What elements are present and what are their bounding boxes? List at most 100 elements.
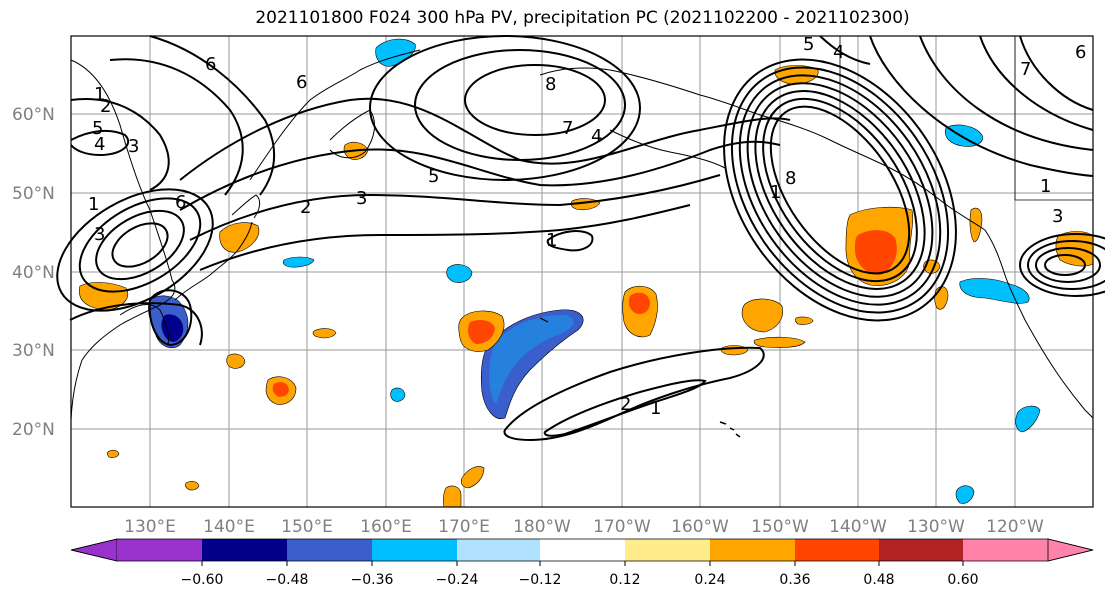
lat-label: 40°N (12, 263, 55, 283)
colorbar-swatch (457, 539, 540, 561)
contour-label: 3 (356, 188, 367, 209)
contour-label: 2 (100, 96, 111, 117)
lon-label: 160°E (360, 517, 412, 537)
map-frame (70, 35, 1094, 508)
contour-label: 4 (94, 134, 105, 155)
chart-title: 2021101800 F024 300 hPa PV, precipitatio… (255, 8, 910, 28)
precip-negative-region (282, 256, 315, 268)
colorbar-tick-label: −0.12 (519, 572, 562, 588)
colorbar-tick-label: 0.12 (609, 572, 640, 588)
contour-label: 1 (546, 230, 557, 251)
precip-positive-region (107, 449, 120, 458)
contour-label: 6 (1075, 42, 1086, 63)
precip-positive-region (969, 207, 983, 243)
pv-contour (1044, 254, 1086, 276)
precip-positive-region (795, 316, 814, 325)
precip-negative-region (955, 485, 975, 504)
pv-contour (738, 74, 942, 306)
lon-label: 170°E (438, 517, 490, 537)
contour-labels: 1 2 5 4 3 1 3 6 6 6 2 3 5 8 7 4 1 2 1 1 … (88, 34, 1086, 419)
kamchatka-peninsula (329, 109, 376, 159)
pv-contour (546, 230, 594, 252)
pv-contour (769, 105, 911, 275)
hokkaido-coastline (231, 194, 261, 219)
contour-label: 3 (128, 136, 139, 157)
contour-label: 4 (591, 126, 602, 147)
contour-label: 4 (833, 42, 844, 63)
coastlines (70, 36, 1094, 438)
precip-positive-region (753, 336, 806, 348)
colorbar-swatch (540, 539, 625, 561)
pv-contour (1035, 247, 1101, 283)
kamchatka-coastline (249, 49, 421, 181)
colorbar-swatch (117, 539, 202, 561)
pv-contour (149, 35, 276, 196)
colorbar-tick-label: −0.24 (436, 572, 479, 588)
colorbar-swatch (879, 539, 963, 561)
pv-contour (730, 66, 950, 314)
colorbar-swatch (710, 539, 795, 561)
pv-contour (95, 209, 185, 281)
contour-label: 5 (92, 118, 103, 139)
precip-positive-region (460, 466, 485, 489)
contour-label: 1 (650, 398, 661, 419)
colorbar-tick-label: −0.36 (351, 572, 394, 588)
precip-positive-region (312, 328, 337, 339)
lon-label: 160°W (671, 517, 729, 537)
lon-label: 130°W (907, 517, 965, 537)
contour-label: 6 (205, 54, 216, 75)
pv-contour (503, 346, 765, 442)
political-border (1014, 36, 1093, 201)
colorbar-tick-label: 0.24 (694, 572, 725, 588)
colorbar-extend-low (70, 538, 118, 562)
lon-label: 140°E (203, 517, 255, 537)
colorbar-swatch (625, 539, 710, 561)
pv-contour (762, 97, 918, 283)
pv-contour (56, 188, 214, 312)
colorbar-tick-label: 0.60 (947, 572, 978, 588)
lon-label: 140°W (829, 517, 887, 537)
pv-contour (464, 64, 606, 136)
pv-contour (979, 35, 1094, 131)
lon-label: 150°W (751, 517, 809, 537)
lat-label: 50°N (12, 184, 55, 204)
pv-contours (56, 35, 1105, 442)
pv-contour (199, 204, 691, 271)
precip-positive-region (443, 485, 462, 508)
pv-contour (754, 90, 926, 290)
pv-contour (1019, 233, 1105, 297)
asia-coastline (70, 59, 176, 421)
contour-label: 7 (1020, 59, 1031, 80)
pv-contour (78, 197, 202, 293)
contour-label: 2 (300, 197, 311, 218)
pv-contour (543, 379, 707, 437)
lon-label: 150°E (281, 517, 333, 537)
contour-label: 7 (562, 118, 573, 139)
lon-label: 130°E (124, 517, 176, 537)
pv-contour (919, 35, 1094, 151)
precip-positive-region (226, 353, 246, 369)
north-america-coastline (939, 199, 1094, 419)
lat-label: 30°N (12, 341, 55, 361)
island (539, 317, 549, 323)
colorbar-swatch (963, 539, 1048, 561)
pv-contour (179, 140, 781, 211)
precip-negative-region (1015, 405, 1041, 433)
korea-coastline (119, 304, 169, 346)
precip-positive-region (185, 481, 200, 491)
pv-contour (1019, 35, 1094, 111)
contour-label: 3 (1052, 206, 1063, 227)
pv-contour (70, 129, 130, 157)
pv-contour (70, 98, 170, 191)
contour-label: 5 (428, 166, 439, 187)
hawaii-islands (719, 421, 741, 438)
colorbar-swatch (287, 539, 372, 561)
japan-coastline (174, 221, 253, 301)
contour-label: 1 (1040, 176, 1051, 197)
lon-label: 120°W (986, 517, 1044, 537)
longitude-labels: 130°E 140°E 150°E 160°E 170°E 180°W 170°… (124, 517, 1044, 537)
contour-label: 8 (785, 168, 796, 189)
colorbar: −0.60 −0.48 −0.36 −0.24 −0.12 0.12 0.24 … (70, 538, 1094, 588)
precip-negative-region (446, 264, 473, 283)
